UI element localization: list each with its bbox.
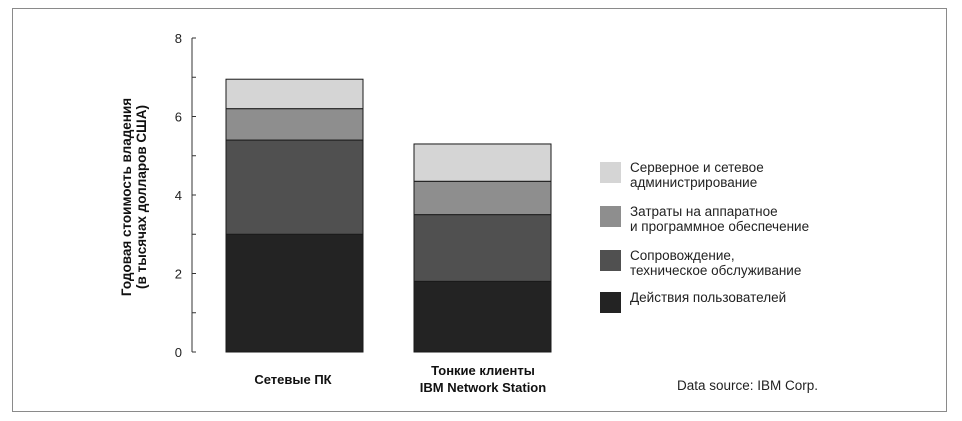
legend-label: Затраты на аппаратное и программное обес… — [630, 204, 810, 234]
bar-segment-0-1 — [225, 139, 364, 235]
legend-item-maintenance: Сопровождение, техническое обслуживание — [600, 248, 860, 288]
legend-item-user-actions: Действия пользователей — [600, 290, 860, 330]
legend-item-server-admin: Серверное и сетевое администрирование — [600, 160, 860, 200]
legend-label: Серверное и сетевое администрирование — [630, 160, 764, 190]
bar-segment-1-2 — [413, 180, 552, 216]
category-label-1: Тонкие клиенты IBM Network Station — [419, 363, 547, 395]
y-tick-label: 2 — [175, 267, 182, 282]
bar-segment-1-1 — [413, 214, 552, 282]
bar-segment-0-0 — [225, 233, 364, 353]
legend-label: Сопровождение, техническое обслуживание — [630, 248, 802, 278]
bar-segment-0-3 — [225, 78, 364, 110]
legend-swatch — [600, 292, 621, 313]
bar-segment-1-3 — [413, 143, 552, 182]
y-tick-label: 0 — [175, 345, 182, 360]
chart-frame — [12, 8, 947, 412]
legend-swatch — [600, 206, 621, 227]
bar-segment-0-2 — [225, 108, 364, 141]
legend-swatch — [600, 250, 621, 271]
y-tick-label: 8 — [175, 31, 182, 46]
y-axis-label: Годовая стоимость владения (в тысячах до… — [119, 97, 149, 297]
data-source-note: Data source: IBM Corp. — [677, 378, 819, 393]
category-label-0: Сетевые ПК — [254, 372, 332, 387]
legend-item-hardware-software: Затраты на аппаратное и программное обес… — [600, 204, 860, 244]
bar-segment-1-0 — [413, 280, 552, 353]
legend-label: Действия пользователей — [630, 290, 787, 305]
legend-swatch — [600, 162, 621, 183]
y-tick-label: 6 — [175, 110, 182, 125]
y-tick-label: 4 — [175, 188, 182, 203]
